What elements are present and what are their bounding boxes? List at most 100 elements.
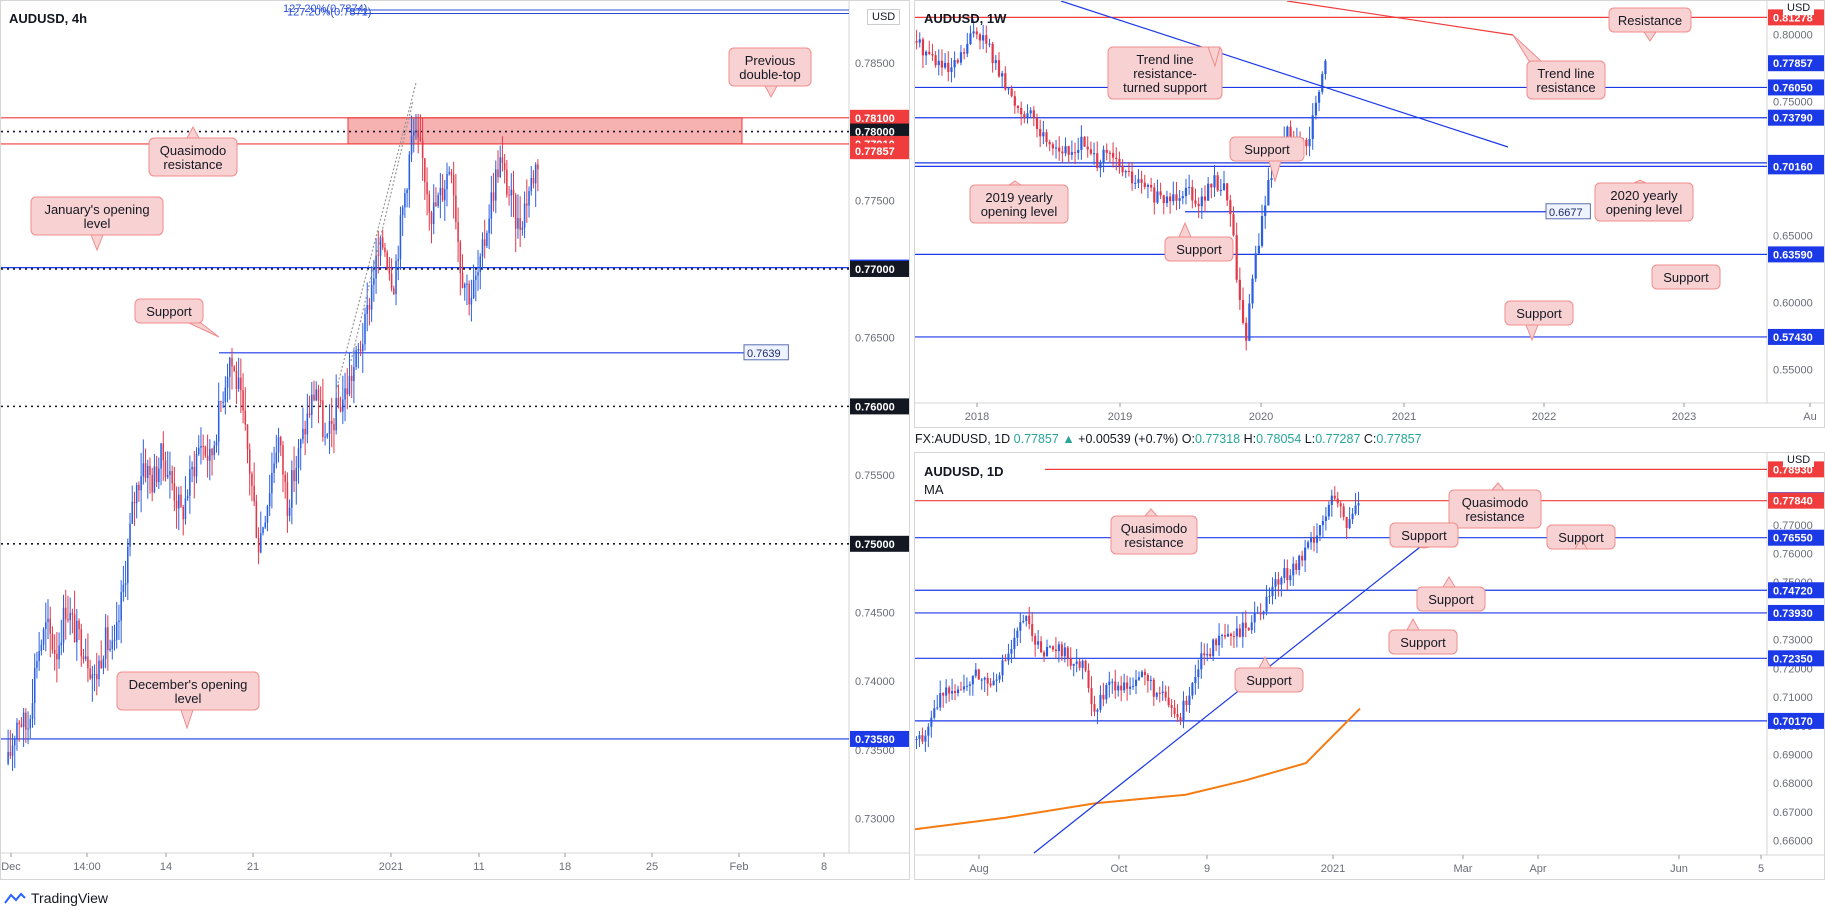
annotation-callout[interactable]: Support bbox=[1546, 524, 1616, 550]
x-tick-label: Oct bbox=[1110, 863, 1127, 875]
candle-body bbox=[404, 193, 406, 208]
chart-1w-plot[interactable]: 0.80000 0.75000 0.65000 0.60000 0.55000 2018 2… bbox=[915, 1, 1825, 428]
annotation-callout[interactable]: Support bbox=[1388, 617, 1458, 655]
chart-pane-1w[interactable]: 0.80000 0.75000 0.65000 0.60000 0.55000 2018 2… bbox=[914, 0, 1825, 428]
candle-body bbox=[452, 174, 455, 196]
price-axis-tag-bg bbox=[1768, 712, 1824, 729]
candle-body bbox=[499, 157, 501, 177]
x-tick-label: 2018 bbox=[965, 411, 989, 423]
price-axis-tag-label: 0.72350 bbox=[1773, 653, 1813, 665]
candle-body bbox=[1090, 688, 1093, 705]
candle-body bbox=[1010, 88, 1013, 97]
candle-body bbox=[197, 447, 200, 455]
y-tick-label: 0.75500 bbox=[855, 470, 895, 482]
price-axis-tag-bg bbox=[850, 123, 909, 140]
tradingview-logo-icon bbox=[4, 892, 26, 904]
candles-group bbox=[915, 19, 1327, 351]
candle-body bbox=[109, 648, 111, 651]
y-tick-label: 0.67000 bbox=[1773, 807, 1813, 819]
candle-body bbox=[268, 493, 271, 507]
candle-body bbox=[448, 172, 451, 174]
candle-body bbox=[171, 471, 173, 484]
annotation-pointer bbox=[1406, 617, 1420, 631]
chart-pane-4h[interactable]: 0.78500 0.78000 0.77500 0.77000 0.76500 0.760… bbox=[0, 0, 910, 880]
candle-body bbox=[1283, 568, 1286, 578]
candle-body bbox=[133, 501, 136, 504]
legend-high-label: H: bbox=[1243, 432, 1257, 446]
candle-body bbox=[80, 629, 83, 657]
candle-body bbox=[997, 60, 1001, 77]
candle-body bbox=[933, 708, 936, 718]
chart-pane-1d[interactable]: 0.770000.760000.750000.730000.720000.710… bbox=[914, 452, 1825, 880]
legend-low-label: L: bbox=[1304, 432, 1316, 446]
candle-body bbox=[1087, 670, 1090, 689]
candle-body bbox=[532, 177, 535, 184]
candle-body bbox=[1013, 96, 1016, 106]
candle-body bbox=[924, 735, 927, 742]
candle-body bbox=[953, 60, 956, 68]
candle-body bbox=[483, 239, 486, 246]
candle-body bbox=[368, 305, 371, 310]
annotation-callout[interactable]: Support bbox=[1389, 522, 1459, 549]
candle-body bbox=[1167, 697, 1170, 706]
annotation-callout[interactable]: Resistance bbox=[1608, 7, 1692, 42]
annotation-callout[interactable]: Support bbox=[1164, 221, 1234, 262]
candle-body bbox=[257, 538, 260, 553]
annotation-text: Support bbox=[1401, 528, 1447, 543]
candle-body bbox=[1324, 516, 1327, 522]
candle-body bbox=[1001, 660, 1004, 676]
annotation-callout[interactable]: Support bbox=[1504, 300, 1574, 342]
annotation-callout[interactable]: Support bbox=[1234, 655, 1304, 693]
x-tick-label: Au bbox=[1803, 411, 1816, 423]
price-axis-tag-bg bbox=[1768, 109, 1824, 126]
x-tick-label: 2019 bbox=[1108, 411, 1132, 423]
annotation-text: Previous bbox=[745, 53, 796, 68]
annotation-text: Support bbox=[146, 304, 192, 319]
annotation-text: level bbox=[175, 691, 202, 706]
candle-body bbox=[1146, 675, 1149, 681]
candle-body bbox=[71, 613, 74, 615]
candle-body bbox=[40, 644, 43, 652]
candle-body bbox=[1304, 547, 1307, 561]
currency-badge-4h[interactable]: USD bbox=[867, 9, 901, 25]
candle-body bbox=[1324, 60, 1327, 75]
price-axis-tag-label: 0.76550 bbox=[1773, 533, 1813, 545]
candle-body bbox=[977, 669, 980, 680]
chart-4h-plot[interactable]: 0.78500 0.78000 0.77500 0.77000 0.76500 0.760… bbox=[1, 1, 910, 880]
fib-label: 127.20%(0.7874) bbox=[283, 3, 367, 15]
candle-body bbox=[1124, 171, 1127, 173]
candle-body bbox=[1348, 519, 1351, 529]
candle-body bbox=[182, 506, 185, 520]
price-axis-tag-label: 0.73580 bbox=[855, 734, 895, 746]
chart-1d-plot[interactable]: 0.770000.760000.750000.730000.720000.710… bbox=[915, 453, 1825, 880]
candle-body bbox=[924, 51, 928, 56]
candle-body bbox=[406, 189, 408, 194]
annotation-callout[interactable]: Support bbox=[134, 298, 220, 338]
price-axis-tag: 0.70160 bbox=[1768, 158, 1824, 175]
legend-change: +0.00539 (+0.7%) bbox=[1078, 432, 1179, 446]
candle-body bbox=[1102, 694, 1105, 700]
x-tick-label: 8 bbox=[821, 861, 827, 873]
candle-body bbox=[1216, 175, 1219, 191]
price-axis-tag-label: 0.74720 bbox=[1773, 585, 1813, 597]
y-tick-label: 0.73000 bbox=[855, 814, 895, 826]
candle-body bbox=[226, 376, 229, 388]
tradingview-brand[interactable]: TradingView bbox=[4, 890, 108, 906]
annotation-callout[interactable]: Support bbox=[1229, 136, 1305, 183]
annotation-callout[interactable]: Support bbox=[1416, 576, 1486, 612]
candle-body bbox=[144, 463, 147, 478]
candle-body bbox=[1218, 635, 1221, 646]
candle-body bbox=[1318, 525, 1321, 536]
annotation-pointer bbox=[1574, 536, 1588, 550]
annotation-callout[interactable]: Support bbox=[1651, 264, 1721, 290]
